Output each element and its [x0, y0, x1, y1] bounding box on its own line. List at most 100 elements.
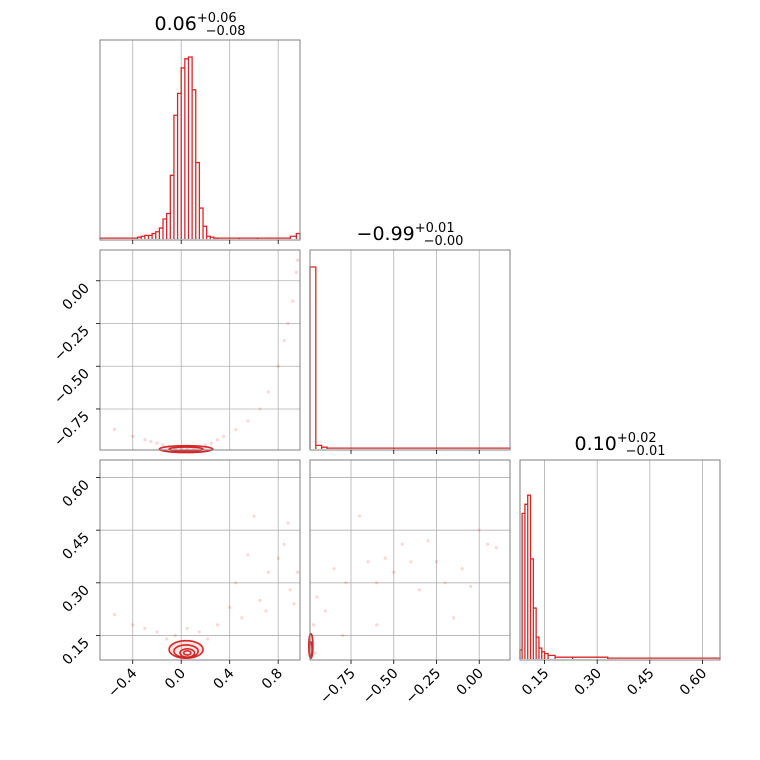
scatter-point: [288, 588, 292, 592]
panel-frame: [99, 249, 301, 451]
scatter-point: [197, 630, 201, 634]
panel-background: [310, 250, 510, 450]
scatter-point: [234, 581, 238, 585]
y-tick-label: −0.25: [51, 323, 93, 365]
y-tick-label: 0.00: [59, 280, 92, 313]
y-tick-label: 0.15: [59, 635, 92, 668]
y-tick-label: −0.50: [51, 366, 93, 408]
param-title-0: 0.06+0.06 −0.08: [155, 11, 246, 39]
scatter-point: [215, 623, 220, 627]
panel-background: [100, 250, 300, 450]
y-tick-label: −0.75: [51, 408, 93, 450]
scatter-point: [469, 584, 473, 588]
y-tick-label: 0.45: [59, 530, 92, 563]
scatter-point: [143, 438, 147, 442]
y-tick-label: 0.30: [59, 582, 92, 615]
scatter-point: [282, 338, 286, 343]
scatter-point: [443, 581, 447, 585]
density-contour: [179, 647, 196, 658]
x-tick-label: 0.4: [210, 665, 237, 692]
scatter-point: [215, 438, 220, 442]
scatter-point: [276, 556, 280, 560]
scatter-point: [451, 616, 456, 620]
x-tick-label: 0.8: [259, 666, 286, 693]
scatter-point: [282, 542, 286, 546]
scatter-point: [266, 570, 271, 574]
scatter-point: [155, 630, 159, 634]
scatter-point: [460, 567, 464, 571]
scatter-point: [494, 546, 498, 550]
panel-background: [310, 460, 510, 660]
scatter-point: [165, 637, 169, 641]
scatter-point: [173, 633, 177, 638]
scatter-point: [313, 651, 317, 655]
scatter-point: [131, 623, 135, 627]
scatter-point: [264, 609, 268, 613]
scatter-point: [383, 556, 387, 560]
scatter-point: [112, 427, 117, 432]
scatter-point: [276, 364, 280, 368]
scatter-point: [332, 567, 336, 571]
x-tick-label: −0.50: [360, 666, 402, 708]
scatter-point: [143, 626, 147, 631]
scatter-point: [375, 623, 379, 627]
scatter-point: [357, 514, 362, 518]
scatter-point: [228, 605, 232, 609]
scatter-point: [206, 637, 210, 641]
scatter-point: [434, 560, 439, 564]
scatter-point: [417, 588, 422, 592]
scatter-point: [246, 553, 250, 557]
density-contour: [168, 446, 204, 452]
scatter-point: [366, 560, 370, 564]
scatter-point: [291, 299, 295, 303]
scatter-point: [252, 514, 256, 518]
scatter-point: [258, 598, 262, 602]
x-tick-label: 0.15: [519, 666, 552, 699]
scatter-point: [477, 528, 481, 532]
scatter-point: [340, 633, 345, 638]
scatter-point: [409, 560, 413, 564]
scatter-point: [426, 539, 430, 543]
panel-frame: [99, 39, 301, 241]
density-contour: [182, 650, 192, 656]
scatter-point: [112, 612, 117, 616]
scatter-point: [149, 439, 153, 444]
x-tick-label: 0.30: [572, 666, 605, 699]
x-tick-label: 0.00: [454, 666, 487, 699]
panel-background: [520, 460, 720, 660]
scatter-point: [311, 623, 316, 627]
scatter-point: [294, 270, 298, 274]
scatter-point: [234, 427, 238, 432]
x-tick-label: 0.45: [624, 666, 657, 699]
scatter-point: [155, 441, 159, 445]
x-tick-label: −0.75: [317, 666, 359, 708]
scatter-point: [266, 390, 271, 394]
panel-frame: [519, 459, 721, 661]
panel-background: [100, 460, 300, 660]
scatter-point: [161, 443, 165, 447]
panel-frame: [99, 459, 301, 661]
scatter-point: [295, 570, 300, 574]
scatter-point: [400, 542, 404, 546]
panel-frame: [309, 249, 511, 451]
scatter-point: [246, 419, 250, 423]
scatter-point: [222, 434, 226, 438]
scatter-point: [344, 581, 348, 585]
scatter-point: [286, 321, 290, 326]
scatter-point: [323, 609, 327, 613]
y-tick-label: 0.60: [59, 477, 92, 510]
scatter-point: [258, 407, 262, 411]
scatter-point: [185, 626, 189, 631]
x-tick-label: 0.0: [162, 666, 189, 693]
x-tick-label: −0.4: [105, 665, 140, 700]
scatter-point: [375, 581, 379, 585]
scatter-point: [286, 521, 290, 525]
x-tick-label: 0.60: [677, 666, 710, 699]
x-tick-label: −0.25: [403, 666, 445, 708]
panel-frame: [309, 459, 511, 661]
scatter-point: [486, 542, 490, 546]
scatter-point: [292, 602, 296, 606]
histogram-2: [519, 494, 721, 659]
scatter-point: [295, 258, 300, 262]
